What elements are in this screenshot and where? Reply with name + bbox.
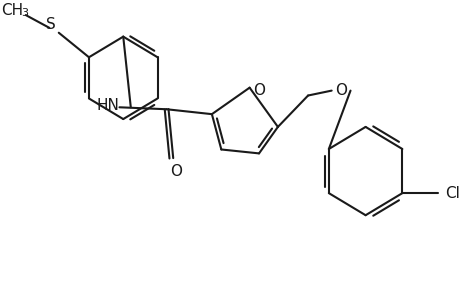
Text: S: S [46,17,56,32]
Text: 3: 3 [21,8,28,18]
Text: HN: HN [96,98,119,113]
Text: O: O [170,164,182,178]
Text: CH: CH [1,3,23,18]
Text: O: O [334,83,347,98]
Text: Cl: Cl [444,186,459,201]
Text: O: O [252,83,264,98]
